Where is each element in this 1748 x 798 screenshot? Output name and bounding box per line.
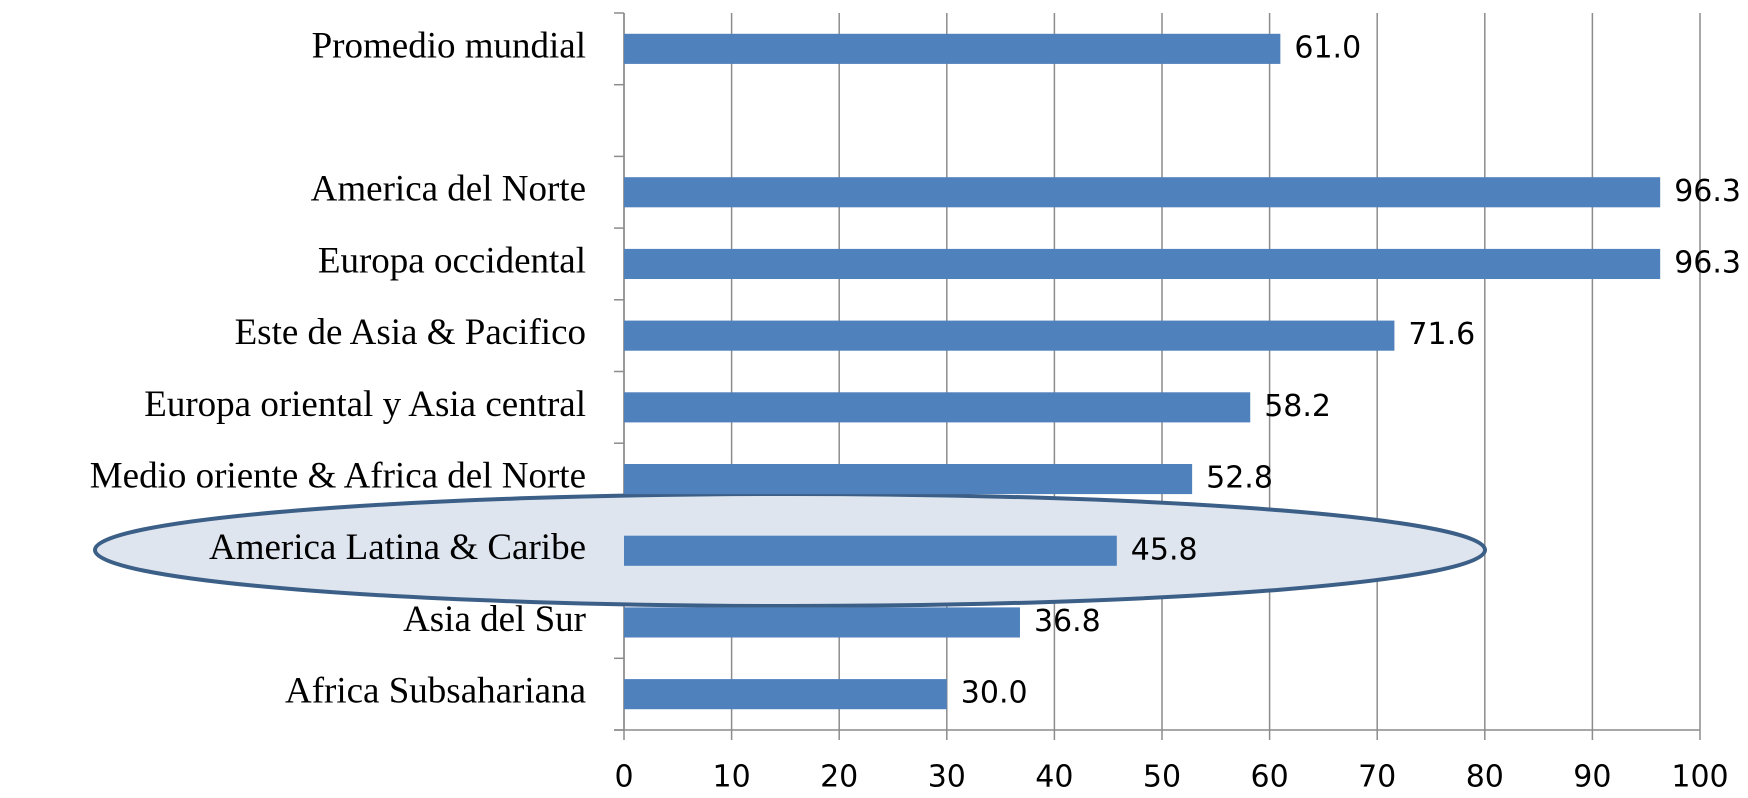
bar: [624, 535, 1117, 566]
grid: [614, 12, 1701, 740]
x-tick-label: 40: [1035, 760, 1073, 795]
data-label: 71.6: [1408, 317, 1475, 352]
y-tick-label: Promedio mundial: [312, 25, 586, 66]
bar: [624, 607, 1020, 638]
data-label: 96.3: [1674, 174, 1741, 209]
x-tick-label: 80: [1466, 760, 1504, 795]
x-tick-label: 20: [820, 760, 858, 795]
bar: [624, 33, 1281, 64]
bar: [624, 392, 1251, 423]
y-tick-label: Asia del Sur: [403, 599, 586, 640]
x-tick-label: 30: [928, 760, 966, 795]
data-label: 58.2: [1264, 389, 1331, 424]
bar: [624, 177, 1661, 208]
bar: [624, 463, 1193, 495]
y-tick-label: Medio oriente & Africa del Norte: [90, 456, 586, 497]
marks: 0 10 20 30 40 50 60 70 80 90 100 Promedio mundial 61…: [90, 25, 1741, 794]
data-label: 45.8: [1131, 532, 1198, 567]
bar: [624, 248, 1661, 280]
y-tick-label: America del Norte: [311, 169, 586, 210]
y-tick-label: Africa Subsahariana: [285, 671, 586, 712]
x-tick-label: 70: [1358, 760, 1396, 795]
x-tick-label: 100: [1671, 760, 1728, 795]
data-label: 30.0: [961, 676, 1028, 711]
x-tick-label: 0: [614, 760, 633, 795]
bar: [624, 679, 947, 710]
y-tick-label: Europa oriental y Asia central: [144, 384, 586, 425]
bar: [624, 320, 1395, 351]
x-tick-label: 10: [713, 760, 751, 795]
data-label: 52.8: [1206, 461, 1273, 496]
x-tick-label: 50: [1143, 760, 1181, 795]
x-tick-label: 60: [1251, 760, 1289, 795]
data-label: 61.0: [1294, 30, 1361, 65]
y-tick-label: Este de Asia & Pacifico: [235, 312, 586, 353]
x-tick-label: 90: [1573, 760, 1611, 795]
y-tick-label: America Latina & Caribe: [209, 527, 586, 568]
y-tick-label: Europa occidental: [318, 240, 586, 281]
data-label: 96.3: [1674, 245, 1741, 280]
data-label: 36.8: [1034, 604, 1101, 639]
